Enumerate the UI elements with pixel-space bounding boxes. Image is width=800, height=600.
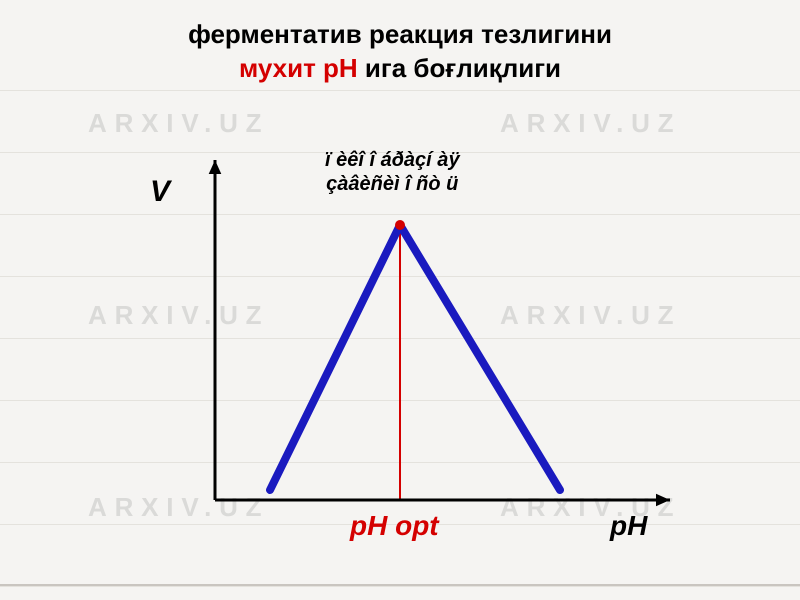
footer-divider	[0, 584, 800, 586]
y-axis-label: V	[150, 175, 170, 209]
ph-opt-label: pH opt	[350, 510, 439, 542]
chart-caption: ï èêî î áðàçí àÿ çàâèñèì î ñò ü	[325, 148, 460, 196]
caption-line-2: çàâèñèì î ñò ü	[326, 173, 458, 195]
caption-line-1: ï èêî î áðàçí àÿ	[325, 149, 460, 171]
chart-area: V ï èêî î áðàçí àÿ çàâèñèì î ñò ü pH opt…	[0, 0, 800, 600]
x-axis-label: pH	[610, 510, 647, 542]
